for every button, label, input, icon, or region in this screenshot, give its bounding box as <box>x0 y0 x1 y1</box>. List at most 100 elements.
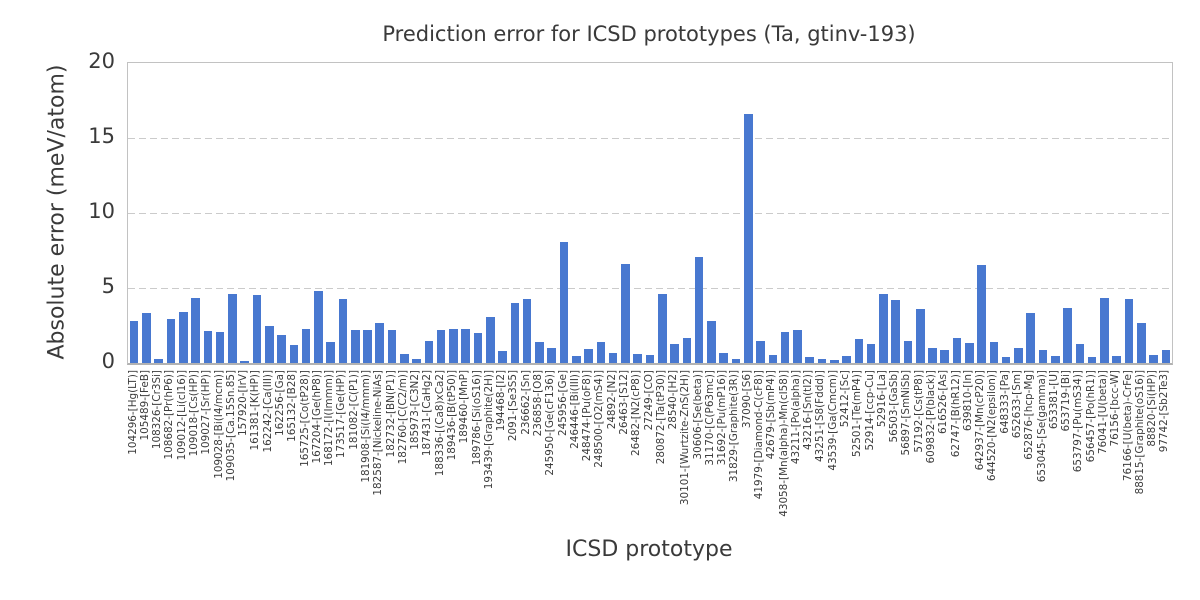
bar <box>203 330 213 363</box>
bar <box>252 294 262 363</box>
x-tick-label: 37090-[S6] <box>740 370 753 429</box>
x-tick-label: 181082-[C(P1)] <box>347 370 360 450</box>
bar <box>191 297 200 363</box>
bar <box>424 340 434 363</box>
x-tick-label: 43058-[Mn(alpha)-Mn(cI58)] <box>777 370 790 517</box>
gridline-y5 <box>128 288 1172 289</box>
bar <box>584 348 593 363</box>
x-tick-label: 97742-[Sb2Te3] <box>1158 370 1171 453</box>
bar <box>400 354 409 363</box>
bar <box>486 316 495 363</box>
x-tick-label: 245956-[Ge] <box>556 370 569 436</box>
x-tick-label: 193439-[Graphite(2H)] <box>482 370 495 490</box>
bar <box>596 342 606 363</box>
x-tick-label: 194468-[I2] <box>495 370 508 432</box>
bar <box>510 303 520 363</box>
bar <box>154 359 163 363</box>
bar <box>1087 357 1097 363</box>
x-tick-label: 189436-[B(tP50)] <box>445 370 458 461</box>
x-tick-label: 652633-[Sm] <box>1010 370 1023 439</box>
x-tick-label: 245950-[Ge(cF136)] <box>544 370 557 476</box>
x-tick-label: 88820-[Si(HP)] <box>1146 370 1159 447</box>
bar <box>768 354 778 363</box>
x-tick-label: 181908-[Si(I4/mmm)] <box>360 370 372 483</box>
x-tick-label: 642937-[Mn(cP20)] <box>974 370 987 471</box>
y-tick-label: 5 <box>101 274 115 299</box>
x-tick-label: 30606-[Se(beta)] <box>691 370 704 460</box>
bar <box>326 342 335 363</box>
bar <box>707 321 716 363</box>
bar <box>1124 298 1134 363</box>
x-tick-label: 173517-[Ge(HP)] <box>335 370 348 459</box>
x-tick-label: 187431-[CaHg2] <box>421 370 434 457</box>
bar <box>731 358 741 363</box>
x-tick-label: 167204-[Ge(hP8)] <box>310 370 323 464</box>
x-tick-label: 31692-[Pu(mP16)] <box>716 370 729 466</box>
bar <box>989 342 999 363</box>
x-tick-label: 31829-[Graphite(3R)] <box>728 370 741 483</box>
bar <box>719 353 728 363</box>
y-tick-label: 15 <box>88 124 115 149</box>
x-tick-label: 108326-[Cr3Si] <box>151 370 164 450</box>
x-tick-label: 26463-[S12] <box>617 370 630 435</box>
x-tick-label: 639810-[In] <box>961 370 974 432</box>
bar <box>289 345 299 363</box>
x-tick-label: 62747-[B(hR12)] <box>949 370 962 458</box>
x-tick-label: 182760-[C(C2/m)] <box>396 370 409 465</box>
x-tick-label: 165725-[Co(tP28)] <box>298 370 311 467</box>
bar <box>780 332 790 363</box>
x-tick-label: 26482-[N2(cP8)] <box>630 370 643 456</box>
bar <box>682 337 692 363</box>
bar <box>866 344 876 363</box>
bar <box>363 330 372 363</box>
bar <box>387 330 397 363</box>
bar <box>1001 357 1011 363</box>
bar <box>756 341 765 363</box>
bar <box>412 358 421 363</box>
bar <box>965 342 974 363</box>
bar <box>842 356 851 363</box>
y-tick-label: 0 <box>101 349 115 374</box>
bar <box>1075 343 1085 363</box>
bar <box>264 325 274 363</box>
x-tick-label: 52501-[Te(mP4)] <box>851 370 864 457</box>
bar <box>142 312 151 363</box>
x-tick-label: 185973-[C3N2] <box>409 370 422 450</box>
x-tick-label: 653797-[Pu(mS34)] <box>1072 370 1085 473</box>
x-axis-label: ICSD prototype <box>565 537 733 562</box>
x-tick-label: 57192-[Cs(tP8)] <box>912 370 925 453</box>
bar <box>977 264 986 363</box>
bar <box>338 298 348 363</box>
x-tick-label: 246446-[Bi(III)] <box>568 370 581 449</box>
x-tick-label: 108682-[Pr(hP6)] <box>163 370 176 460</box>
x-tick-label: 2091-[Se3S5] <box>507 370 520 442</box>
x-tick-label: 41979-[Diamond-C(cF8)] <box>753 370 766 500</box>
bar <box>829 360 839 363</box>
bar <box>228 294 237 363</box>
x-tick-label: 76041-[U(beta)] <box>1096 370 1109 455</box>
bar <box>1038 349 1048 363</box>
bar <box>1161 349 1171 363</box>
gridline-y10 <box>128 213 1172 214</box>
bar <box>608 352 618 363</box>
bar <box>743 114 753 363</box>
bar <box>1026 312 1036 363</box>
x-tick-label: 162256-[Ga] <box>274 370 287 436</box>
bar <box>350 330 360 363</box>
bar <box>240 360 249 363</box>
bar <box>952 337 962 363</box>
x-tick-label: 644520-[N2(epsilon)] <box>986 370 999 482</box>
x-tick-label: 182587-[Nickeline-NiAs] <box>372 370 385 496</box>
x-tick-label: 52914-[ccp-Cu] <box>863 370 876 451</box>
x-tick-label: 42679-[Sb(mP4)] <box>765 370 778 460</box>
x-tick-label: 248500-[O2(mS4)] <box>593 370 606 468</box>
bar <box>940 350 950 363</box>
bar <box>1014 348 1023 363</box>
x-tick-label: 43216-[Sn(tI2)] <box>802 370 815 450</box>
x-tick-label: 616526-[As] <box>937 370 950 435</box>
x-tick-label: 27249-[CO] <box>642 370 655 431</box>
bar <box>301 329 311 363</box>
x-tick-label: 76156-[bcc-W] <box>1109 370 1122 447</box>
x-tick-label: 182732-[BN(P1)] <box>384 370 397 458</box>
bar <box>793 330 802 363</box>
